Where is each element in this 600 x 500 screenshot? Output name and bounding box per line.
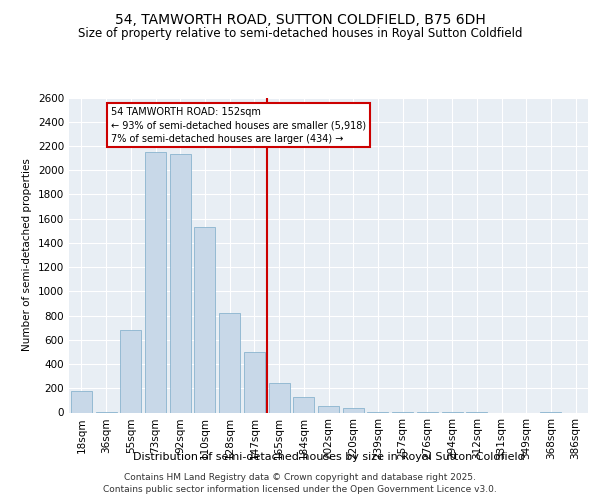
Bar [219, 313, 240, 412]
Y-axis label: Number of semi-detached properties: Number of semi-detached properties [22, 158, 32, 352]
Text: 54, TAMWORTH ROAD, SUTTON COLDFIELD, B75 6DH: 54, TAMWORTH ROAD, SUTTON COLDFIELD, B75… [115, 12, 485, 26]
Bar [71, 390, 92, 412]
Text: Contains HM Land Registry data © Crown copyright and database right 2025.
Contai: Contains HM Land Registry data © Crown c… [103, 472, 497, 494]
Bar [343, 408, 364, 412]
Text: Size of property relative to semi-detached houses in Royal Sutton Coldfield: Size of property relative to semi-detach… [78, 28, 522, 40]
Text: Distribution of semi-detached houses by size in Royal Sutton Coldfield: Distribution of semi-detached houses by … [133, 452, 524, 462]
Bar [120, 330, 141, 412]
Bar [318, 406, 339, 412]
Bar [170, 154, 191, 412]
Bar [194, 227, 215, 412]
Bar [269, 384, 290, 412]
Bar [293, 397, 314, 412]
Bar [145, 152, 166, 412]
Bar [244, 352, 265, 412]
Text: 54 TAMWORTH ROAD: 152sqm
← 93% of semi-detached houses are smaller (5,918)
7% of: 54 TAMWORTH ROAD: 152sqm ← 93% of semi-d… [111, 107, 366, 144]
